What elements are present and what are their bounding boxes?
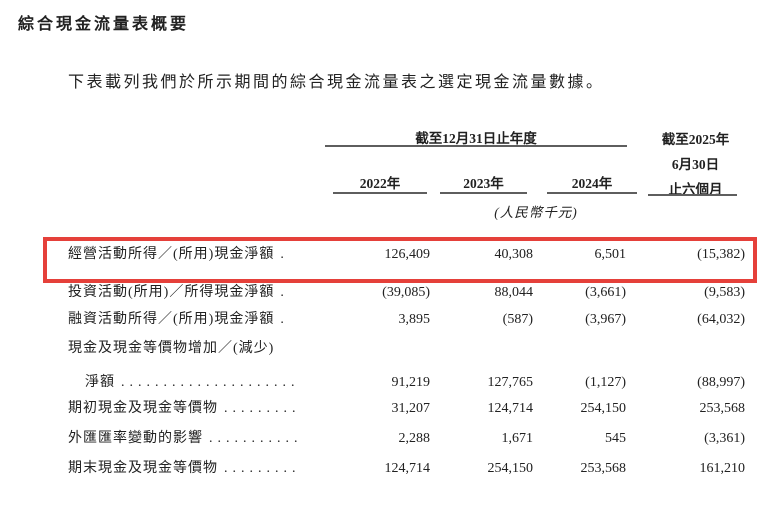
row-label: 期末現金及現金等價物......... xyxy=(68,461,301,476)
cell-value: (3,361) xyxy=(704,431,745,446)
cell-value: (3,661) xyxy=(585,285,626,300)
cell-value: 127,765 xyxy=(487,375,534,390)
cell-value: 1,671 xyxy=(501,431,534,446)
cell-value: (3,967) xyxy=(585,312,626,327)
intro-paragraph: 下表載列我們於所示期間的綜合現金流量表之選定現金流量數據。 xyxy=(68,74,605,91)
cell-value: (15,382) xyxy=(697,247,745,262)
rule-annual-group xyxy=(325,145,627,147)
cell-value: 88,044 xyxy=(494,285,534,300)
highlight-box xyxy=(43,237,757,283)
rule-col-2023 xyxy=(440,192,527,194)
table-row: 期初現金及現金等價物......... 31,207 124,714 254,1… xyxy=(0,400,770,418)
interim-header-line2: 6月30日 xyxy=(671,157,720,172)
cell-value: (88,997) xyxy=(697,375,745,390)
table-row: 現金及現金等價物增加／(減少) xyxy=(0,340,770,358)
row-label: 現金及現金等價物增加／(減少) xyxy=(68,341,275,356)
dot-leader: ......... xyxy=(224,401,301,416)
row-label: 淨額..................... xyxy=(85,375,300,390)
table-row: 淨額..................... 91,219 127,765 (… xyxy=(0,374,770,392)
row-label: 經營活動所得／(所用)現金淨額. xyxy=(68,247,289,262)
cell-value: 254,150 xyxy=(487,461,534,476)
dot-leader: . xyxy=(280,247,289,262)
table-row: 期末現金及現金等價物......... 124,714 254,150 253,… xyxy=(0,460,770,478)
column-header-2022: 2022年 xyxy=(359,176,401,191)
row-label: 融資活動所得／(所用)現金淨額. xyxy=(68,312,289,327)
dot-leader: . xyxy=(280,312,289,327)
cell-value: 91,219 xyxy=(391,375,431,390)
cell-value: 3,895 xyxy=(398,312,431,327)
interim-header-line1: 截至2025年 xyxy=(661,132,730,147)
rule-col-2022 xyxy=(333,192,427,194)
cell-value: 254,150 xyxy=(580,401,627,416)
cell-value: 253,568 xyxy=(580,461,627,476)
table-row: 經營活動所得／(所用)現金淨額. 126,409 40,308 6,501 (1… xyxy=(0,246,770,264)
interim-header-line3: 止六個月 xyxy=(668,182,723,197)
cell-value: (587) xyxy=(502,312,533,327)
table-row: 外匯匯率變動的影響........... 2,288 1,671 545 (3,… xyxy=(0,430,770,448)
dot-leader: ........... xyxy=(209,431,303,446)
table-row: 融資活動所得／(所用)現金淨額. 3,895 (587) (3,967) (64… xyxy=(0,311,770,329)
page-title: 綜合現金流量表概要 xyxy=(18,16,190,33)
table-row: 投資活動(所用)／所得現金淨額. (39,085) 88,044 (3,661)… xyxy=(0,284,770,302)
row-label: 外匯匯率變動的影響........... xyxy=(68,431,303,446)
cell-value: 545 xyxy=(605,431,626,446)
cell-value: 2,288 xyxy=(398,431,431,446)
cell-value: (1,127) xyxy=(585,375,626,390)
cell-value: 6,501 xyxy=(594,247,627,262)
row-label: 投資活動(所用)／所得現金淨額. xyxy=(68,285,289,300)
rule-col-2024 xyxy=(547,192,637,194)
currency-unit-note: (人民幣千元) xyxy=(494,205,578,220)
cell-value: 126,409 xyxy=(384,247,431,262)
cell-value: 161,210 xyxy=(699,461,746,476)
cell-value: 253,568 xyxy=(699,401,746,416)
cell-value: 31,207 xyxy=(391,401,431,416)
cell-value: (64,032) xyxy=(697,312,745,327)
rule-col-2025 xyxy=(648,194,737,196)
cell-value: 40,308 xyxy=(494,247,534,262)
dot-leader: . xyxy=(280,285,289,300)
cell-value: 124,714 xyxy=(384,461,431,476)
column-header-interim: 截至2025年 6月30日 止六個月 xyxy=(643,127,748,202)
cell-value: (39,085) xyxy=(382,285,430,300)
cell-value: 124,714 xyxy=(487,401,534,416)
row-label: 期初現金及現金等價物......... xyxy=(68,401,301,416)
dot-leader: ..................... xyxy=(121,375,300,390)
column-header-2024: 2024年 xyxy=(571,176,613,191)
dot-leader: ......... xyxy=(224,461,301,476)
cell-value: (9,583) xyxy=(704,285,745,300)
column-group-header-annual: 截至12月31日止年度 xyxy=(415,131,537,146)
column-header-2023: 2023年 xyxy=(463,176,504,191)
